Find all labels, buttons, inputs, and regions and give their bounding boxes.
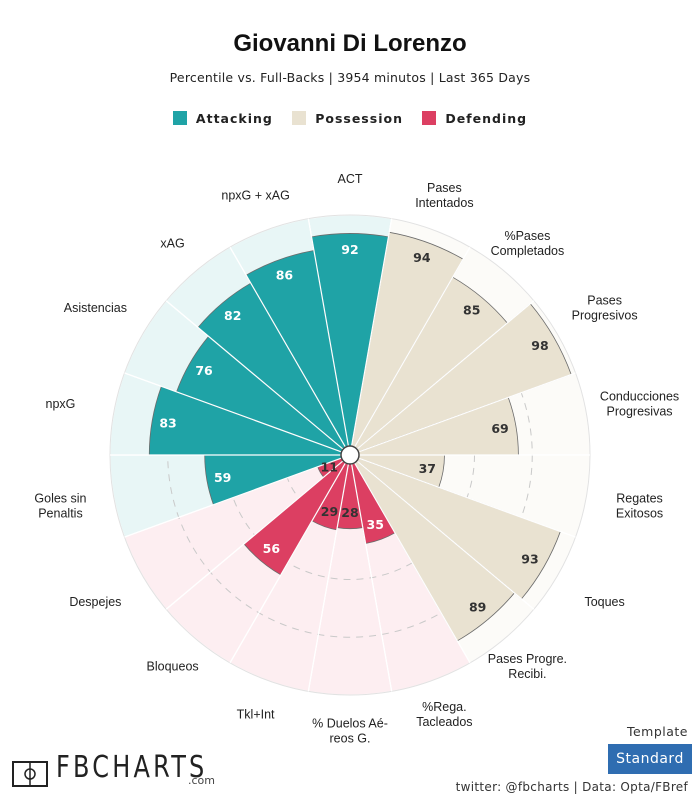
category-label-9: Tacleados xyxy=(416,715,472,729)
category-label-6: Exitosos xyxy=(616,507,663,521)
value-label-10: 28 xyxy=(341,505,358,520)
category-label-6: Regates xyxy=(616,492,663,506)
spoke xyxy=(124,457,342,538)
category-label-9: %Rega. xyxy=(422,700,466,714)
category-label-3: Completados xyxy=(491,244,565,258)
value-label-2: 94 xyxy=(413,250,431,265)
spoke xyxy=(358,457,576,538)
category-label-3: %Pases xyxy=(504,229,550,243)
category-label-4: Progresivos xyxy=(572,309,638,323)
legend-swatch-attacking xyxy=(172,111,187,125)
spoke xyxy=(307,463,350,692)
spoke xyxy=(353,246,471,448)
value-label-5: 69 xyxy=(491,421,508,436)
spoke xyxy=(358,372,576,453)
category-label-10: reos G. xyxy=(330,732,371,746)
spoke xyxy=(350,463,393,692)
chart-subtitle: Percentile vs. Full-Backs | 3954 minutos… xyxy=(169,70,531,85)
value-label-6: 37 xyxy=(419,461,436,476)
category-label-4: Pases xyxy=(587,294,622,308)
legend-swatch-possession xyxy=(292,111,307,125)
category-label-16: Asistencias xyxy=(64,301,127,315)
category-label-13: Despejes xyxy=(69,595,121,609)
spoke xyxy=(229,462,347,664)
category-label-17: xAG xyxy=(160,237,184,251)
chart-title: Giovanni Di Lorenzo xyxy=(233,30,467,57)
category-label-15: npxG xyxy=(46,397,76,411)
category-label-12: Bloqueos xyxy=(147,659,199,673)
category-label-18: npxG + xAG xyxy=(221,189,289,203)
template-label: Template xyxy=(626,724,688,739)
legend-item-possession: Possession xyxy=(292,111,403,126)
pitch-icon xyxy=(12,761,48,787)
value-label-3: 85 xyxy=(463,302,480,317)
category-label-7: Toques xyxy=(584,595,624,609)
spoke xyxy=(229,246,347,448)
legend-swatch-defending xyxy=(422,111,437,125)
value-label-8: 89 xyxy=(469,600,486,615)
fbcharts-logo: FBCHARTS .com xyxy=(10,750,220,794)
value-label-14: 59 xyxy=(214,470,231,485)
spoke xyxy=(165,300,344,450)
category-label-2: Intentados xyxy=(415,196,473,210)
value-label-11: 29 xyxy=(321,504,338,519)
spoke xyxy=(356,460,535,610)
value-label-7: 93 xyxy=(521,551,538,566)
value-label-12: 56 xyxy=(263,541,281,556)
value-label-4: 98 xyxy=(531,338,548,353)
value-label-17: 82 xyxy=(224,308,241,323)
category-label-5: Progresivas xyxy=(607,404,673,418)
center-circle xyxy=(340,445,360,465)
category-label-11: Tkl+Int xyxy=(237,707,275,721)
category-label-8: Recibi. xyxy=(508,667,546,681)
spoke xyxy=(350,218,393,447)
template-standard-button[interactable]: Standard xyxy=(608,744,692,774)
category-label-5: Conducciones xyxy=(600,389,679,403)
category-label-1: ACT xyxy=(338,172,363,186)
legend-label-possession: Possession xyxy=(315,111,403,126)
category-label-2: Pases xyxy=(427,181,462,195)
category-label-14: Goles sin xyxy=(34,492,86,506)
value-label-16: 76 xyxy=(195,363,213,378)
legend-item-defending: Defending xyxy=(422,111,527,126)
value-label-9: 35 xyxy=(367,517,384,532)
value-label-13: 11 xyxy=(321,460,338,475)
category-label-8: Pases Progre. xyxy=(488,652,567,666)
spoke xyxy=(356,300,535,450)
legend-label-defending: Defending xyxy=(445,111,528,126)
category-label-14: Penaltis xyxy=(38,507,82,521)
spoke xyxy=(307,218,350,447)
credit-text: twitter: @fbcharts | Data: Opta/FBref xyxy=(455,780,688,794)
value-label-15: 83 xyxy=(159,415,176,430)
logo-text: FBCHARTS xyxy=(56,750,208,785)
legend-item-attacking: Attacking xyxy=(172,111,273,126)
logo-suffix: .com xyxy=(188,774,215,787)
legend-label-attacking: Attacking xyxy=(195,111,273,126)
category-label-10: % Duelos Aé- xyxy=(312,717,388,731)
spoke xyxy=(165,460,344,610)
spoke xyxy=(124,372,342,453)
value-label-18: 86 xyxy=(276,267,294,282)
legend: Attacking Possession Defending xyxy=(0,111,700,126)
value-label-1: 92 xyxy=(341,242,358,257)
spoke xyxy=(353,462,471,664)
